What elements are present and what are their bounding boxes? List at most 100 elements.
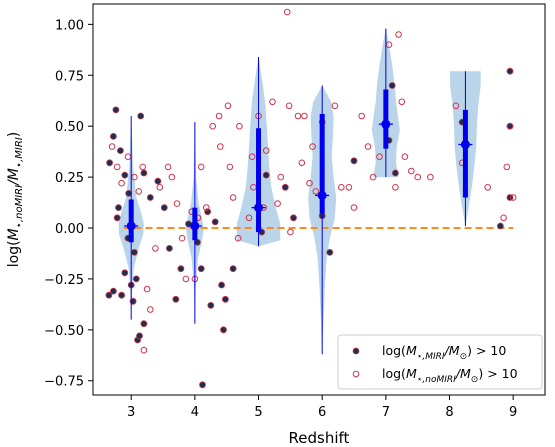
data-point-open xyxy=(248,153,256,160)
label-part: log( xyxy=(382,366,406,381)
label-part: / xyxy=(444,343,451,358)
x-tick-label: 3 xyxy=(127,405,135,420)
data-point-open xyxy=(269,98,276,106)
data-point-filled xyxy=(106,159,113,167)
data-point-filled xyxy=(221,295,229,303)
data-point-filled xyxy=(172,295,180,303)
data-point-filled xyxy=(388,82,396,89)
label-part: log( xyxy=(6,240,22,267)
y-tick-label: −0.25 xyxy=(44,273,84,288)
data-point-filled xyxy=(118,291,125,299)
data-point-open xyxy=(274,200,281,207)
x-axis-label: Redshift xyxy=(289,429,350,447)
data-point-open xyxy=(164,163,172,171)
data-point-open xyxy=(503,163,511,171)
y-tick-label: −0.75 xyxy=(44,375,84,390)
data-point-open xyxy=(143,285,151,293)
data-point-filled xyxy=(165,244,173,252)
label-part: M xyxy=(6,168,22,180)
data-point-open xyxy=(452,102,460,110)
legend-label-2: log(M⋆,noMIRI/M⊙) > 10 xyxy=(382,366,518,385)
x-axis: 3 4 5 6 7 8 9 xyxy=(127,395,517,420)
data-point-open xyxy=(427,173,434,181)
data-point-open xyxy=(234,234,242,242)
data-point-filled xyxy=(218,281,226,289)
label-part: ⋆, xyxy=(417,375,426,385)
label-part: ⋆, xyxy=(14,219,25,228)
legend-box xyxy=(337,334,543,390)
legend-label-1: log(M⋆,MIRI/M⊙) > 10 xyxy=(382,343,506,362)
data-point-open xyxy=(118,179,125,187)
violin-stats-layer xyxy=(124,28,473,355)
x-tick-label: 4 xyxy=(191,405,199,420)
violin-median-2 xyxy=(190,221,200,231)
y-tick-label: 0.75 xyxy=(55,69,84,84)
data-point-open xyxy=(298,159,306,167)
data-point-open xyxy=(398,98,406,106)
label-part: M xyxy=(406,343,417,358)
x-tick-label: 7 xyxy=(382,405,390,420)
label-part: ) > 10 xyxy=(478,366,517,381)
data-point-filled xyxy=(117,147,124,155)
label-part: ⊙ xyxy=(471,375,479,385)
data-point-open xyxy=(215,112,223,120)
data-point-open xyxy=(173,200,181,207)
label-part: log( xyxy=(382,343,406,358)
y-tick-label: −0.50 xyxy=(44,324,84,339)
data-point-filled xyxy=(154,177,162,185)
data-point-filled xyxy=(197,265,205,273)
data-point-open xyxy=(203,204,210,211)
violin-median-6 xyxy=(460,140,470,150)
label-part: M xyxy=(406,366,417,381)
data-point-filled xyxy=(496,222,504,230)
data-point-open xyxy=(236,122,243,130)
data-point-open xyxy=(224,102,232,110)
data-point-open xyxy=(139,163,146,171)
label-part: noMIRI xyxy=(425,375,456,385)
x-tick-label: 8 xyxy=(445,405,453,420)
label-part: ⋆, xyxy=(417,352,426,362)
violin-median-5 xyxy=(381,119,391,129)
data-point-open xyxy=(245,214,253,222)
data-point-filled xyxy=(112,106,120,114)
data-point-filled xyxy=(146,194,154,201)
data-point-filled xyxy=(130,248,138,256)
data-point-filled xyxy=(220,326,227,334)
y-axis: −0.75 −0.50 −0.25 0.00 0.25 0.50 0.75 1.00 xyxy=(44,18,93,390)
y-axis-label: log(M⋆,noMIRI/M⋆,MIRI) xyxy=(6,132,25,268)
label-part: / xyxy=(455,366,462,381)
label-part: M xyxy=(449,343,460,358)
label-part: noMIRI xyxy=(14,185,25,219)
data-point-open xyxy=(350,204,358,211)
y-tick-label: 1.00 xyxy=(55,18,84,33)
data-point-open xyxy=(401,153,409,160)
data-point-filled xyxy=(136,332,143,340)
y-tick-label: 0.00 xyxy=(55,222,84,237)
data-point-filled xyxy=(177,265,185,273)
data-point-open xyxy=(358,112,366,120)
data-point-filled xyxy=(199,381,206,389)
data-point-open xyxy=(178,234,186,242)
label-part: MIRI xyxy=(425,352,445,362)
label-part: MIRI xyxy=(14,137,25,159)
data-point-open xyxy=(229,194,237,201)
data-point-filled xyxy=(110,132,117,140)
label-part: / xyxy=(6,179,22,187)
data-point-open xyxy=(287,228,294,236)
data-point-filled xyxy=(211,218,219,226)
data-point-open xyxy=(500,214,507,222)
data-point-open xyxy=(294,112,302,120)
data-point-filled xyxy=(105,291,113,299)
x-tick-label: 6 xyxy=(318,405,326,420)
violin-median-4 xyxy=(317,190,327,200)
data-point-open xyxy=(182,275,190,283)
data-point-open xyxy=(309,143,316,150)
data-point-filled xyxy=(140,320,148,328)
data-point-open xyxy=(108,143,116,150)
label-part: ) > 10 xyxy=(467,343,506,358)
data-point-open xyxy=(197,163,205,171)
data-point-open xyxy=(209,122,216,130)
violin-median-3 xyxy=(254,203,264,213)
data-point-filled xyxy=(121,171,129,179)
y-tick-label: 0.25 xyxy=(55,171,84,186)
